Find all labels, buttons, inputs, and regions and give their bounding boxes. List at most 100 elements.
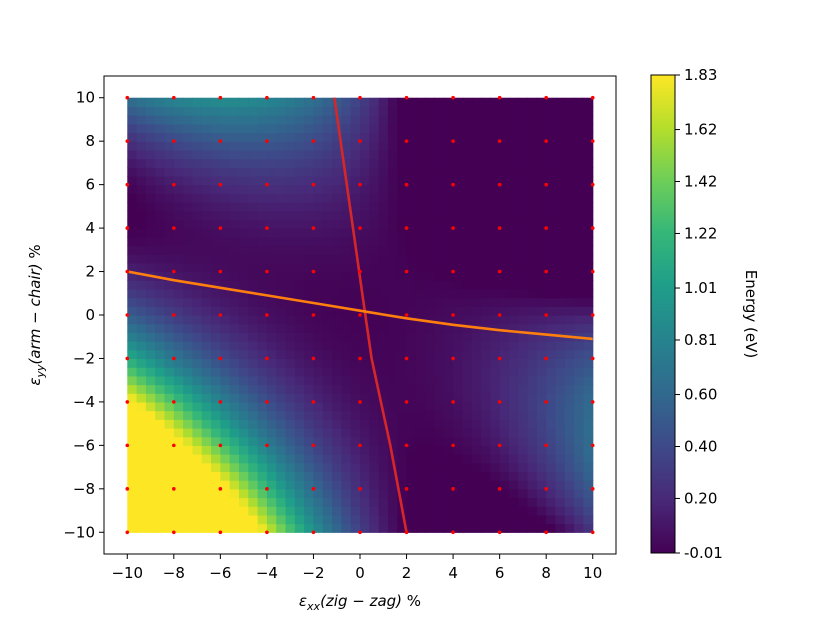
heatmap-cell (378, 315, 389, 325)
heatmap-cell (220, 141, 231, 151)
heatmap-cell (201, 488, 212, 499)
heatmap-cell (583, 193, 594, 203)
heatmap-cell (555, 254, 566, 264)
heatmap-cell (294, 167, 305, 177)
sample-point (218, 182, 223, 187)
heatmap-cell (229, 262, 240, 273)
sample-point (172, 400, 176, 404)
heatmap-cell (481, 306, 491, 316)
heatmap-cell (555, 401, 566, 412)
heatmap-cell (518, 401, 529, 412)
heatmap-cell (229, 436, 240, 446)
sample-point (265, 530, 269, 535)
heatmap-cell (266, 271, 277, 281)
heatmap-cell (378, 236, 389, 247)
heatmap-cell (406, 106, 417, 116)
heatmap-cell (583, 514, 594, 525)
colorbar-ticks: 1.831.621.421.221.010.810.600.400.20-0.0… (675, 66, 723, 562)
heatmap-cell (369, 341, 380, 351)
sample-point (451, 487, 455, 491)
sample-point (218, 269, 223, 274)
heatmap-cell (508, 219, 519, 229)
heatmap-cell (508, 523, 519, 533)
heatmap-cell (155, 228, 166, 238)
heatmap-cell (387, 497, 398, 507)
heatmap-cell (266, 349, 277, 360)
heatmap-cell (285, 341, 296, 351)
heatmap-cell (490, 167, 501, 177)
heatmap-cell (434, 445, 445, 455)
heatmap-cell (276, 349, 287, 360)
heatmap-cell (397, 97, 408, 108)
heatmap-cell (574, 193, 585, 203)
heatmap-cell (527, 97, 538, 108)
heatmap-cell (527, 271, 538, 281)
heatmap-cell (527, 454, 538, 464)
heatmap-cell (546, 323, 557, 333)
heatmap-cell (304, 141, 315, 151)
heatmap-cell (322, 149, 333, 160)
heatmap-cell (518, 410, 529, 420)
sample-point (311, 530, 316, 535)
heatmap-cell (583, 419, 594, 429)
heatmap-cell (518, 158, 529, 168)
heatmap-cell (266, 488, 277, 499)
heatmap-cell (313, 141, 324, 151)
heatmap-cell (285, 480, 296, 490)
heatmap-cell (313, 254, 324, 264)
heatmap-cell (229, 141, 240, 151)
heatmap-cell (443, 523, 454, 533)
heatmap-cell (173, 445, 184, 455)
heatmap-cell (211, 436, 221, 446)
heatmap-cell (211, 419, 221, 429)
heatmap-cell (415, 523, 426, 533)
sample-point (497, 530, 502, 535)
heatmap-cell (508, 306, 519, 316)
y-tick-label: −4 (73, 393, 95, 411)
sample-point (544, 487, 548, 491)
heatmap-cell (564, 393, 575, 403)
heatmap-cell (564, 315, 575, 325)
heatmap-cell (294, 454, 305, 464)
heatmap-cell (369, 271, 380, 281)
heatmap-cell (145, 497, 156, 507)
heatmap-cell (555, 262, 566, 273)
heatmap-cell (434, 332, 445, 342)
heatmap-cell (462, 280, 473, 290)
heatmap-cell (136, 358, 147, 368)
sample-point (358, 356, 362, 361)
heatmap-cell (453, 332, 463, 342)
heatmap-cell (508, 228, 519, 238)
heatmap-cell (173, 254, 184, 264)
heatmap-cell (238, 349, 249, 360)
heatmap-cell (257, 332, 268, 342)
heatmap-cell (546, 184, 557, 194)
heatmap-cell (257, 306, 268, 316)
heatmap-cell (518, 480, 529, 490)
heatmap-cell (285, 445, 296, 455)
series-line-0 (333, 97, 408, 533)
heatmap-cell (164, 367, 175, 377)
sample-point (311, 313, 316, 317)
heatmap-cell (192, 323, 203, 333)
heatmap-cell (387, 436, 398, 446)
heatmap-cell (369, 202, 380, 212)
heatmap-cell (145, 175, 156, 186)
heatmap-cell (183, 349, 194, 360)
heatmap-cell (155, 436, 166, 446)
heatmap-cell (238, 175, 249, 186)
heatmap-cell (471, 454, 482, 464)
heatmap-cell (248, 149, 259, 160)
heatmap-cell (341, 280, 352, 290)
heatmap-cell (164, 167, 175, 177)
heatmap-cell (434, 454, 445, 464)
heatmap-cell (425, 280, 436, 290)
heatmap-cell (127, 480, 138, 490)
heatmap-cell (508, 384, 519, 394)
heatmap-cell (415, 419, 426, 429)
heatmap-cell (136, 297, 147, 307)
heatmap-cell (304, 419, 315, 429)
heatmap-cell (499, 123, 510, 134)
heatmap-cell (564, 297, 575, 307)
heatmap-cell (471, 288, 482, 299)
